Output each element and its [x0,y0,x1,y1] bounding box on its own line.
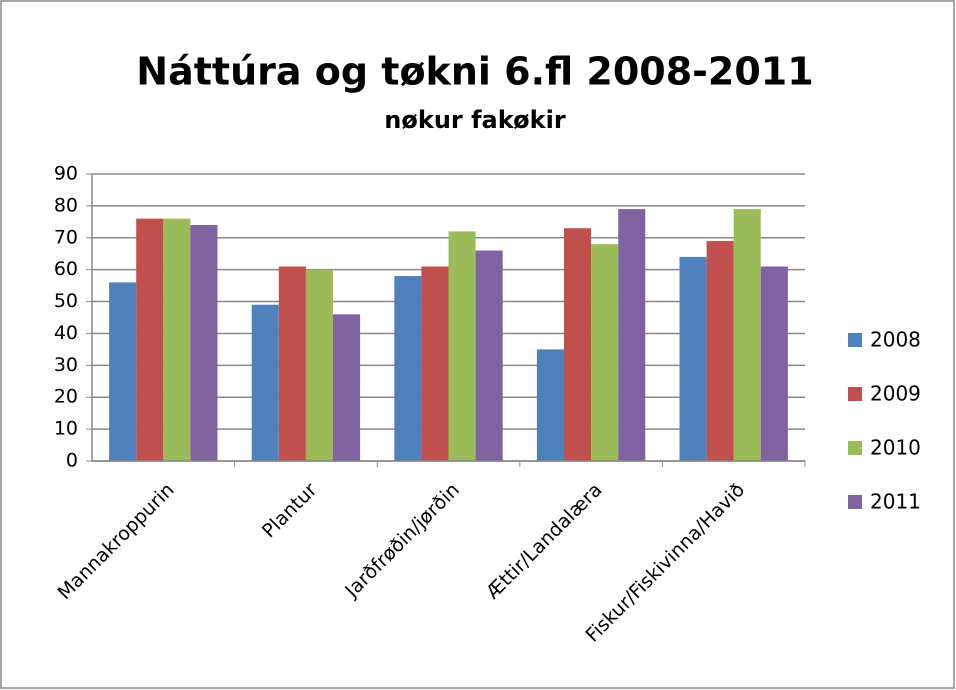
bar [394,276,422,461]
y-tick-label: 80 [54,194,78,216]
bar [618,209,646,461]
bar [679,256,707,461]
bar [760,266,788,461]
chart-subtitle: nøkur fakøkir [384,106,566,134]
legend-label: 2011 [870,490,921,514]
bar [475,250,503,461]
bar [591,244,619,461]
legend-label: 2009 [870,382,921,406]
legend-swatch [848,333,862,347]
bar [332,314,361,461]
bar [190,225,218,461]
legend-swatch [848,387,862,401]
legend-label: 2008 [870,328,921,352]
y-tick-label: 30 [54,354,78,376]
legend-label: 2010 [870,436,921,460]
y-tick-label: 60 [54,258,78,280]
y-tick-label: 20 [54,386,78,408]
bar [733,209,761,461]
legend-swatch [848,441,862,455]
bar [109,282,137,461]
y-tick-label: 0 [66,450,78,472]
bar [706,240,734,461]
bar [163,218,191,461]
bar [305,269,333,461]
legend-swatch [848,495,862,509]
bar [564,228,592,461]
bar [448,231,476,461]
chart-title: Náttúra og tøkni 6.fl 2008-2011 [136,50,813,94]
bar [421,266,449,461]
y-tick-label: 40 [54,322,78,344]
y-tick-label: 70 [54,226,78,248]
y-tick-label: 50 [54,290,78,312]
y-tick-label: 90 [54,163,78,185]
y-tick-label: 10 [54,418,78,440]
bar [136,218,164,461]
bar [278,266,306,461]
bar [536,349,565,461]
bar [251,304,279,461]
